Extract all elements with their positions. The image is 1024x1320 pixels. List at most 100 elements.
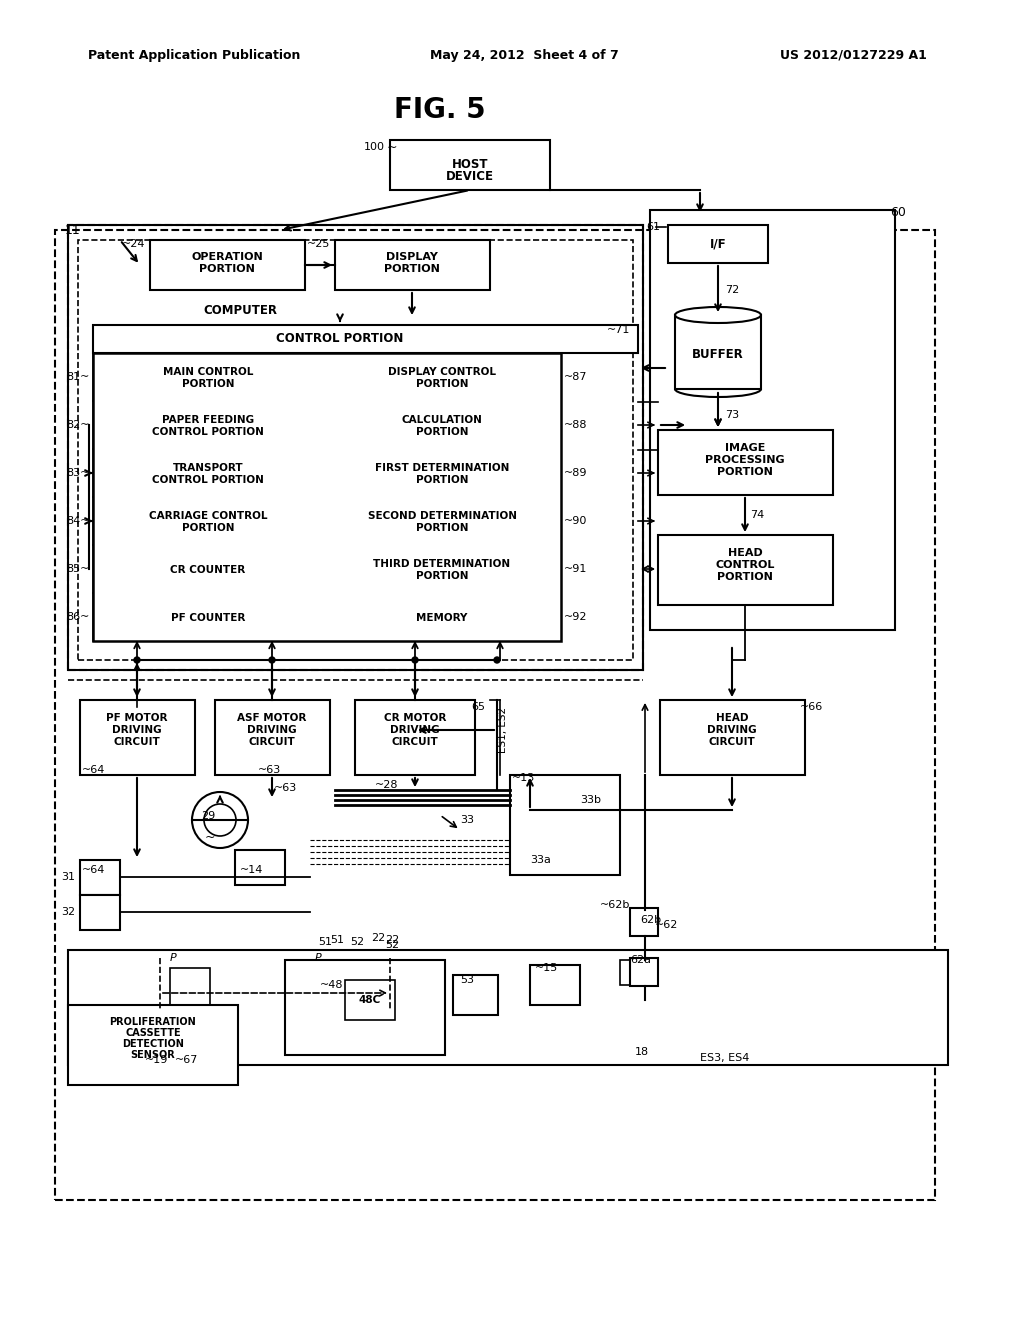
Text: OPERATION: OPERATION bbox=[191, 252, 263, 261]
Text: ~25: ~25 bbox=[306, 239, 330, 249]
Text: HOST: HOST bbox=[452, 158, 488, 172]
Text: PORTION: PORTION bbox=[717, 467, 773, 477]
Text: ~64: ~64 bbox=[82, 766, 105, 775]
Bar bbox=[335, 240, 490, 290]
Bar bbox=[650, 210, 895, 630]
Text: 62b: 62b bbox=[640, 915, 662, 925]
Bar bbox=[660, 700, 805, 775]
Bar bbox=[68, 1005, 238, 1085]
Text: PORTION: PORTION bbox=[416, 426, 468, 437]
Text: ~90: ~90 bbox=[564, 516, 588, 525]
Bar bbox=[345, 979, 395, 1020]
Bar bbox=[93, 352, 561, 642]
Text: P: P bbox=[314, 953, 322, 964]
Text: MAIN CONTROL: MAIN CONTROL bbox=[163, 367, 253, 378]
Text: HEAD: HEAD bbox=[728, 548, 763, 558]
Text: SECOND DETERMINATION: SECOND DETERMINATION bbox=[368, 511, 516, 521]
Text: DRIVING: DRIVING bbox=[113, 725, 162, 735]
Bar bbox=[170, 968, 210, 1018]
Text: PROCESSING: PROCESSING bbox=[706, 455, 784, 465]
Text: ~91: ~91 bbox=[564, 564, 588, 574]
Text: DRIVING: DRIVING bbox=[390, 725, 440, 735]
Text: ~13: ~13 bbox=[512, 774, 536, 783]
Text: ~89: ~89 bbox=[564, 469, 588, 478]
Text: ~28: ~28 bbox=[375, 780, 398, 789]
Text: 33: 33 bbox=[460, 814, 474, 825]
Bar bbox=[323, 449, 561, 498]
Bar bbox=[150, 240, 305, 290]
Bar bbox=[630, 909, 655, 935]
Text: 81~: 81~ bbox=[67, 372, 90, 381]
Text: 53: 53 bbox=[460, 975, 474, 985]
Text: IMAGE: IMAGE bbox=[725, 444, 765, 453]
Bar bbox=[68, 224, 643, 671]
Text: CASSETTE: CASSETTE bbox=[125, 1028, 181, 1038]
Text: ES3, ES4: ES3, ES4 bbox=[700, 1053, 750, 1063]
Bar bbox=[215, 700, 330, 775]
Text: 86~: 86~ bbox=[67, 612, 90, 622]
Bar bbox=[510, 775, 620, 875]
Text: 65: 65 bbox=[471, 702, 485, 711]
Text: PF MOTOR: PF MOTOR bbox=[106, 713, 168, 723]
Text: US 2012/0127229 A1: US 2012/0127229 A1 bbox=[780, 49, 927, 62]
Text: 33a: 33a bbox=[530, 855, 551, 865]
Bar bbox=[323, 401, 561, 449]
Text: ~92: ~92 bbox=[564, 612, 588, 622]
Text: ~: ~ bbox=[387, 140, 397, 153]
Text: ~71: ~71 bbox=[607, 325, 631, 335]
Text: 82~: 82~ bbox=[67, 420, 90, 430]
Text: CIRCUIT: CIRCUIT bbox=[391, 737, 438, 747]
Text: 83~: 83~ bbox=[67, 469, 90, 478]
Bar bbox=[93, 593, 323, 642]
Text: MEMORY: MEMORY bbox=[417, 612, 468, 623]
Text: DRIVING: DRIVING bbox=[247, 725, 297, 735]
Circle shape bbox=[412, 657, 418, 663]
Text: PORTION: PORTION bbox=[416, 572, 468, 581]
Text: 52: 52 bbox=[350, 937, 365, 946]
Text: 22: 22 bbox=[385, 935, 399, 945]
Text: PORTION: PORTION bbox=[181, 379, 234, 389]
Text: 84~: 84~ bbox=[67, 516, 90, 525]
Text: CONTROL PORTION: CONTROL PORTION bbox=[152, 426, 264, 437]
Text: PORTION: PORTION bbox=[717, 572, 773, 582]
Bar bbox=[390, 140, 550, 190]
Bar bbox=[80, 861, 120, 895]
Bar bbox=[355, 700, 475, 775]
Bar bbox=[530, 965, 580, 1005]
Text: DRIVING: DRIVING bbox=[708, 725, 757, 735]
Text: 18: 18 bbox=[635, 1047, 649, 1057]
Text: 22: 22 bbox=[371, 933, 385, 942]
Text: 61: 61 bbox=[646, 222, 660, 232]
Text: ASF MOTOR: ASF MOTOR bbox=[238, 713, 306, 723]
Bar bbox=[630, 958, 658, 986]
Text: ~48: ~48 bbox=[319, 979, 343, 990]
Bar bbox=[93, 325, 638, 352]
Text: ~67: ~67 bbox=[175, 1055, 199, 1065]
Text: ~66: ~66 bbox=[800, 702, 823, 711]
Text: ~62b: ~62b bbox=[600, 900, 631, 909]
Text: 11: 11 bbox=[65, 223, 81, 236]
Text: 51: 51 bbox=[330, 935, 344, 945]
Bar bbox=[668, 224, 768, 263]
Bar bbox=[675, 315, 761, 389]
Text: CONTROL: CONTROL bbox=[716, 560, 775, 570]
Text: ~63: ~63 bbox=[274, 783, 297, 793]
Ellipse shape bbox=[675, 308, 761, 323]
Text: CONTROL PORTION: CONTROL PORTION bbox=[152, 475, 264, 484]
Bar bbox=[78, 240, 633, 660]
Bar bbox=[93, 545, 323, 593]
Text: ~19: ~19 bbox=[145, 1055, 168, 1065]
Text: CR COUNTER: CR COUNTER bbox=[170, 565, 246, 576]
Text: PORTION: PORTION bbox=[416, 379, 468, 389]
Bar bbox=[285, 960, 445, 1055]
Text: BUFFER: BUFFER bbox=[692, 348, 743, 362]
Text: 62a: 62a bbox=[630, 954, 651, 965]
Bar bbox=[68, 950, 948, 1065]
Text: ~64: ~64 bbox=[82, 865, 105, 875]
Circle shape bbox=[134, 657, 140, 663]
Bar bbox=[323, 498, 561, 545]
Text: PORTION: PORTION bbox=[384, 264, 440, 275]
Text: PORTION: PORTION bbox=[416, 475, 468, 484]
Text: SENSOR: SENSOR bbox=[131, 1049, 175, 1060]
Text: FIG. 5: FIG. 5 bbox=[394, 96, 485, 124]
